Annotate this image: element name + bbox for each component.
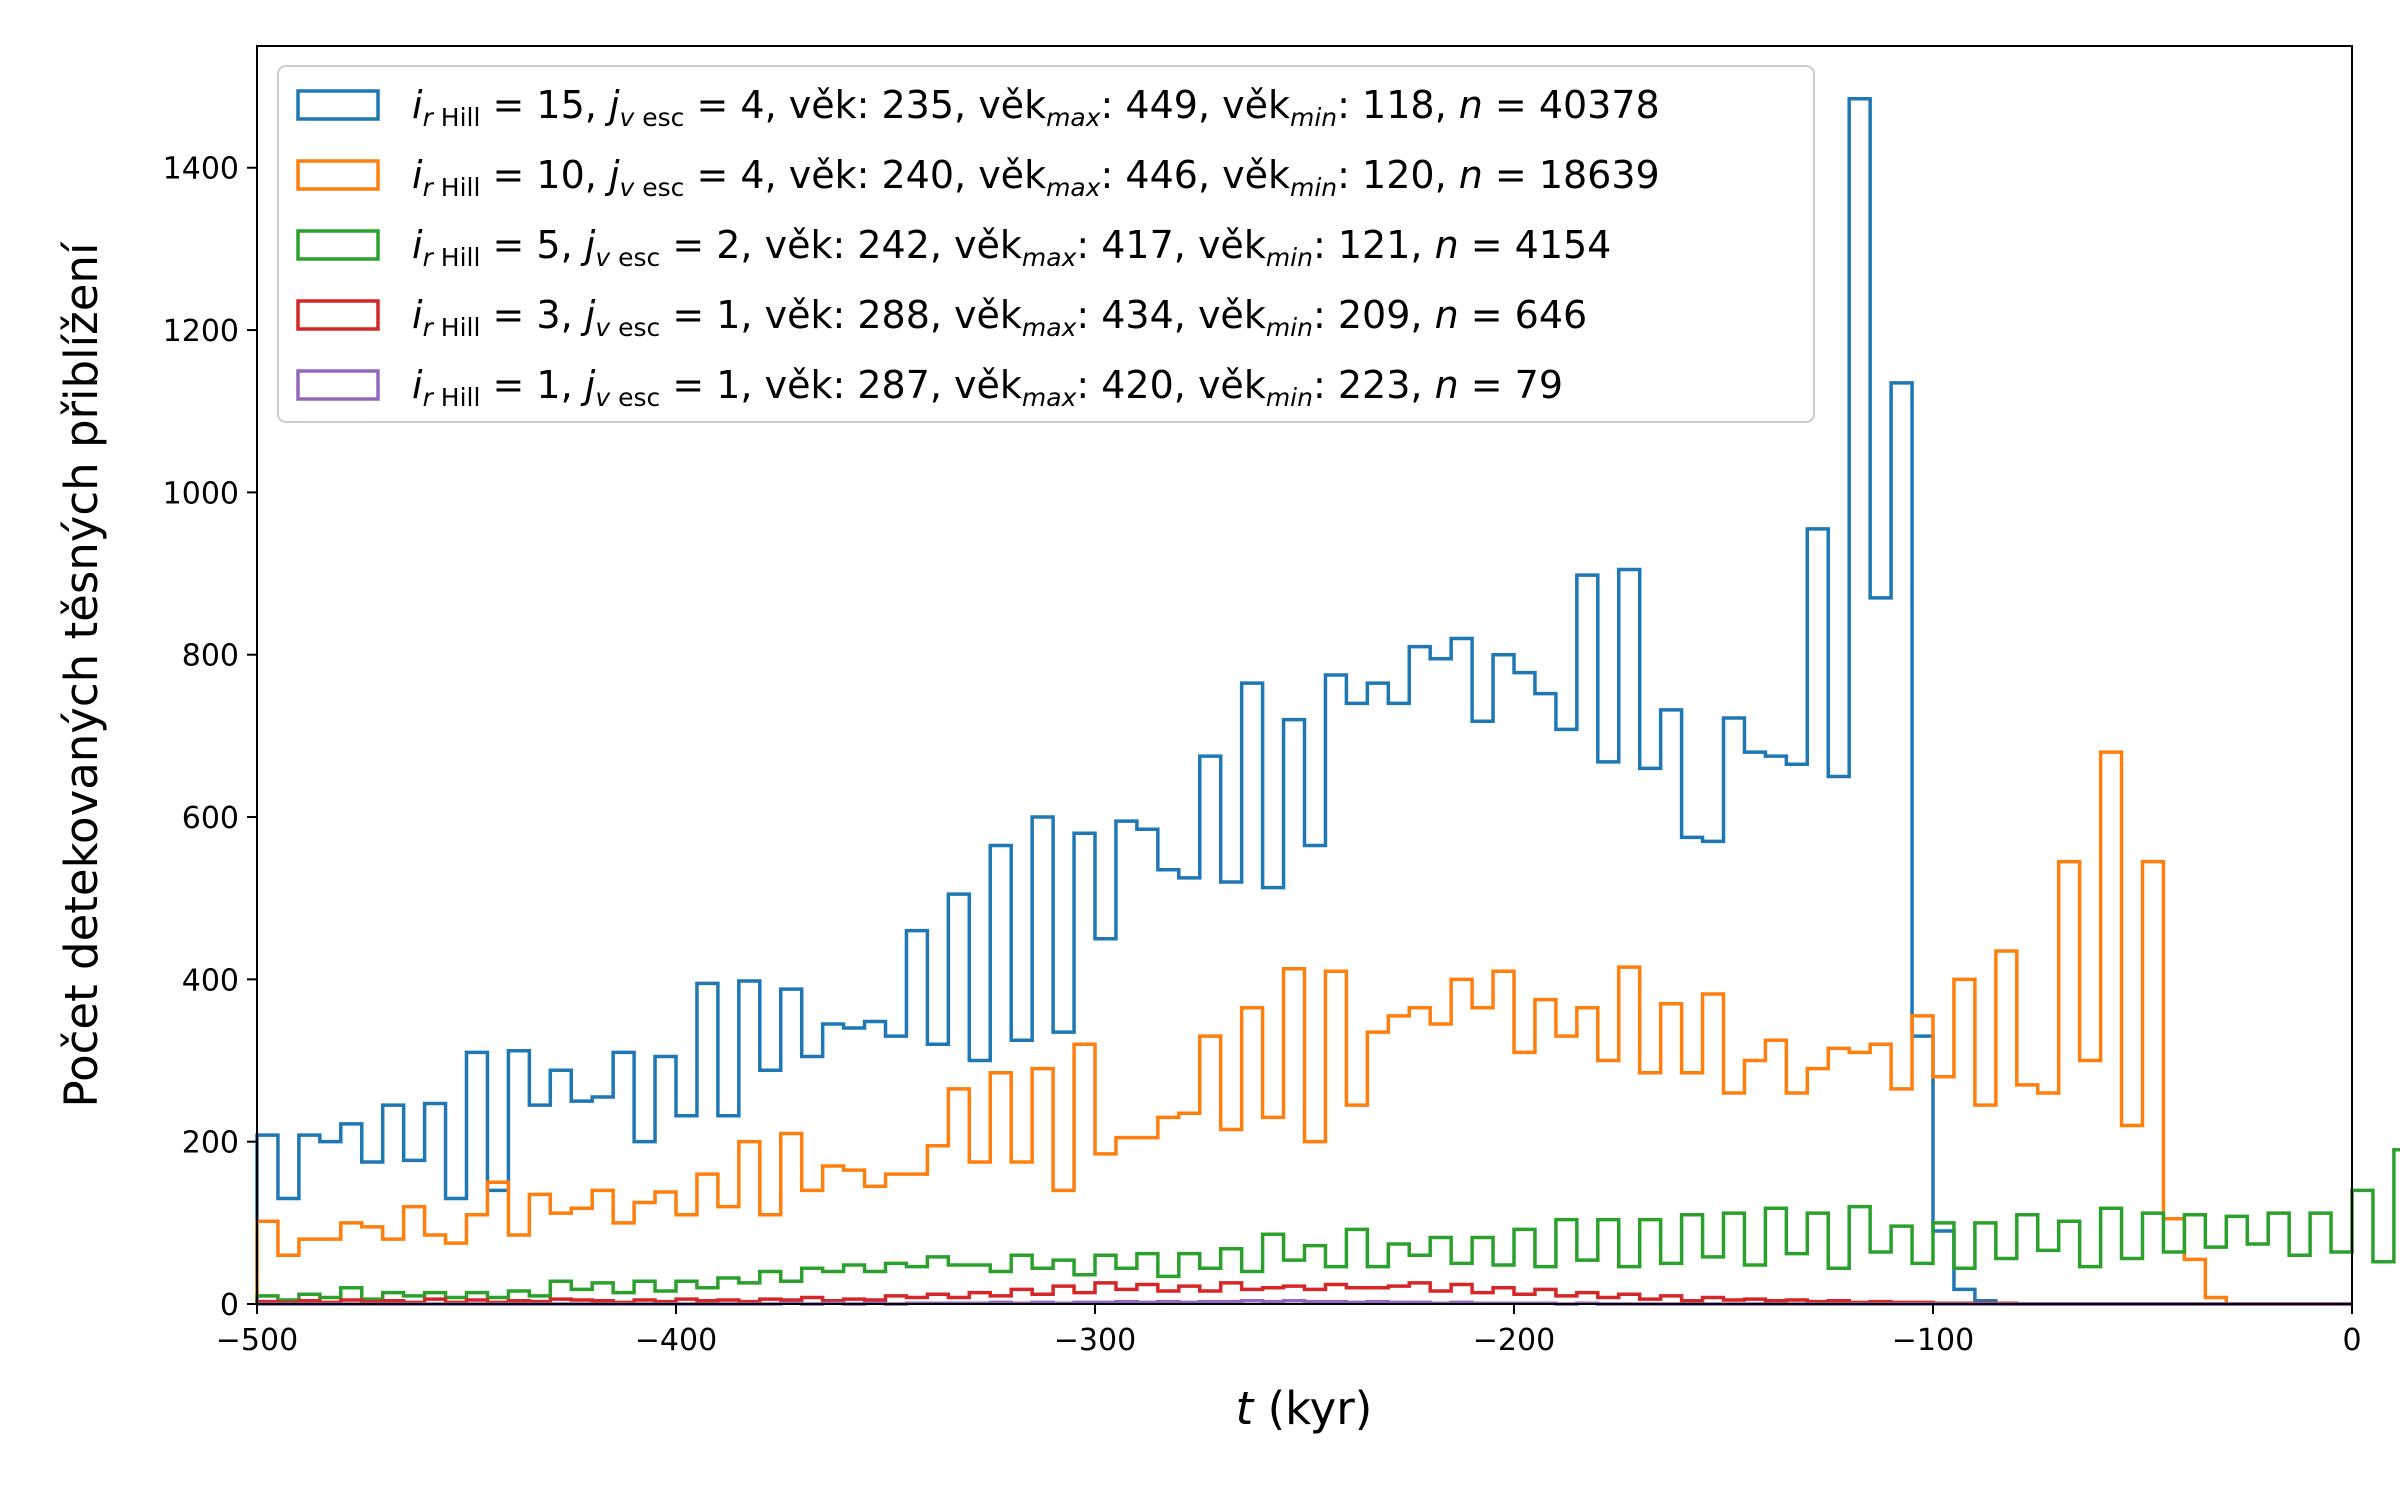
legend: ir Hill = 15, jv esc = 4, věk: 235, věkm…	[277, 65, 1815, 423]
x-tick-label: −500	[216, 1323, 298, 1358]
x-axis-unit: (kyr)	[1268, 1382, 1373, 1435]
x-tick-label: −400	[635, 1323, 717, 1358]
y-tick-label: 400	[182, 963, 239, 998]
y-tick-label: 0	[220, 1288, 239, 1323]
x-tick-label: −100	[1892, 1323, 1974, 1358]
legend-swatch-4	[296, 299, 380, 331]
legend-label-5: ir Hill = 1, jv esc = 1, věk: 287, věkma…	[412, 363, 1563, 412]
y-tick-label: 800	[182, 639, 239, 674]
legend-swatch-3	[296, 229, 380, 261]
legend-swatch-5	[296, 369, 380, 401]
histogram-series-4	[255, 1281, 2352, 1306]
legend-label-4: ir Hill = 3, jv esc = 1, věk: 288, věkma…	[412, 293, 1587, 342]
y-tick-label: 600	[182, 801, 239, 836]
histogram-series-2	[255, 750, 2352, 1306]
legend-frame	[277, 65, 1815, 423]
x-tick-label: −300	[1054, 1323, 1136, 1358]
series-layer	[255, 97, 2400, 1306]
y-tick-label: 1400	[163, 152, 239, 187]
y-tick-label: 200	[182, 1126, 239, 1161]
legend-label-2: ir Hill = 10, jv esc = 4, věk: 240, věkm…	[412, 153, 1660, 202]
plot-frame	[256, 45, 2353, 1305]
ticks-layer: −500 −400 −300 −200 −100 0 0 200 400 600 800 1000 12…	[163, 152, 2362, 1358]
x-tick-label: 0	[2342, 1323, 2361, 1358]
x-axis-label: t (kyr)	[1236, 1382, 1373, 1435]
legend-swatch-2	[296, 159, 380, 191]
legend-label-1: ir Hill = 15, jv esc = 4, věk: 235, věkm…	[412, 83, 1660, 132]
y-tick-label: 1200	[163, 314, 239, 349]
histogram-series-1	[255, 97, 2352, 1306]
histogram-series-3	[255, 1148, 2400, 1304]
legend-swatch-1	[296, 89, 380, 121]
y-axis-label: Počet detekovaných těsných přiblížení	[55, 241, 108, 1107]
legend-label-3: ir Hill = 5, jv esc = 2, věk: 242, věkma…	[412, 223, 1611, 272]
x-axis-space	[1253, 1382, 1267, 1435]
x-tick-label: −200	[1473, 1323, 1555, 1358]
x-axis-variable: t	[1236, 1382, 1256, 1435]
y-tick-label: 1000	[163, 476, 239, 511]
